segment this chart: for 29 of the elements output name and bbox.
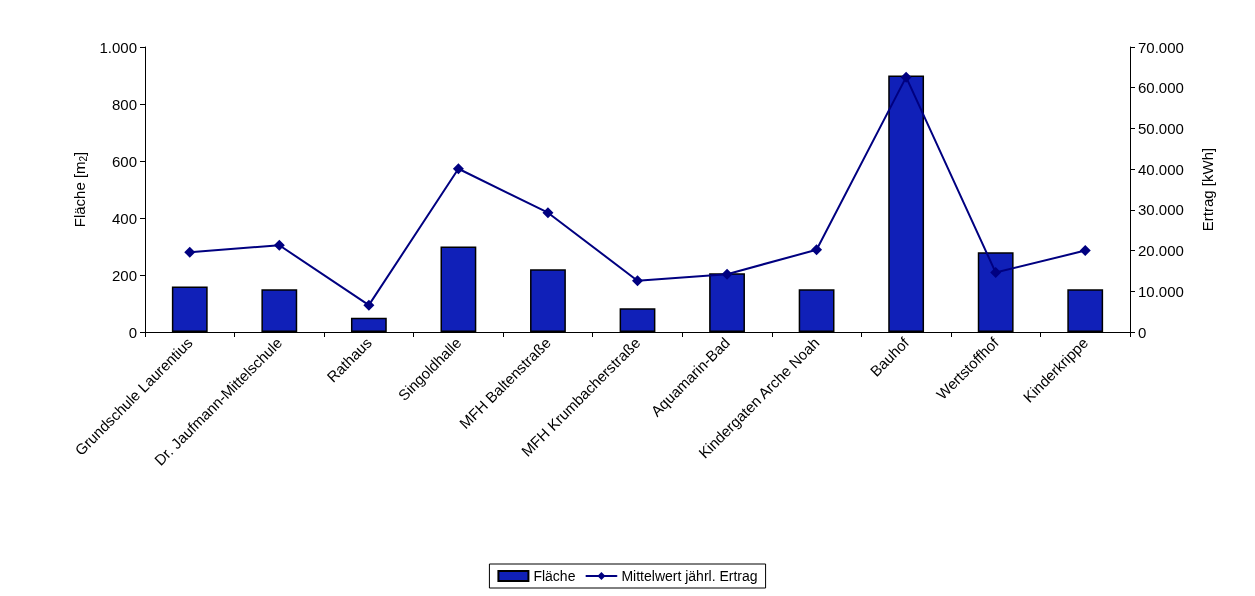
- y2-tick-label: 40.000: [1138, 160, 1184, 178]
- y-tick-label: 400: [111, 209, 137, 227]
- y2-tick-label: 20.000: [1138, 242, 1184, 260]
- point: [363, 299, 375, 311]
- y-tick-label: 800: [111, 95, 137, 113]
- point: [721, 268, 733, 280]
- legend-label: Mittelwert jährl. Ertrag: [621, 568, 758, 584]
- point: [1079, 245, 1091, 257]
- y2-tick-label: 0: [1138, 323, 1147, 341]
- point: [632, 275, 643, 287]
- y2-tick-label: 70.000: [1138, 38, 1184, 56]
- y2-tick-label: 50.000: [1138, 119, 1184, 137]
- y-tick-label: 0: [128, 323, 137, 341]
- point: [811, 244, 823, 256]
- y-tick-label: 200: [111, 266, 137, 284]
- point: [900, 71, 912, 83]
- legend-label: Fläche: [533, 568, 576, 584]
- point: [452, 163, 464, 175]
- point: [990, 267, 1002, 279]
- point: [273, 239, 285, 251]
- y2-tick-label: 30.000: [1138, 201, 1184, 219]
- point: [542, 207, 554, 219]
- y-axis-title: Fläche [m2]: [71, 151, 90, 228]
- y-tick-label: 1.000: [99, 38, 137, 56]
- y2-tick-label: 60.000: [1138, 79, 1184, 97]
- point: [184, 246, 196, 258]
- y2-tick-label: 10.000: [1138, 282, 1184, 300]
- y-tick-label: 600: [111, 152, 137, 170]
- y2-axis-title: Ertrag [kWh]: [1199, 147, 1216, 232]
